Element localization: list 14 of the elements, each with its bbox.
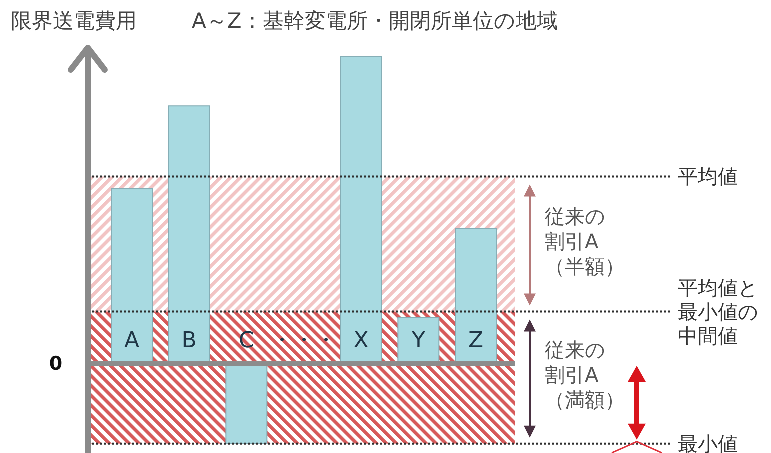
band-label: 従来の割引A（満額）: [545, 338, 625, 412]
x-tick-label: B: [182, 328, 197, 354]
x-tick-label: ・・・: [271, 328, 337, 354]
chart-title: A～Z：基幹変電所・開閉所単位の地域: [192, 9, 558, 33]
band-label: 従来の割引A（半額）: [545, 204, 625, 278]
text: 0: [49, 353, 63, 375]
x-tick-label: Y: [410, 328, 426, 354]
ref-line-label: 平均値: [678, 164, 738, 189]
ref-line-label: 平均値と最小値の中間値: [678, 276, 758, 348]
x-tick-label: X: [354, 328, 369, 354]
y-axis-title: 限界送電費用: [11, 9, 137, 33]
x-tick-label: C: [238, 328, 254, 354]
x-tick-label: Z: [468, 328, 484, 354]
x-tick-label: A: [124, 328, 140, 354]
